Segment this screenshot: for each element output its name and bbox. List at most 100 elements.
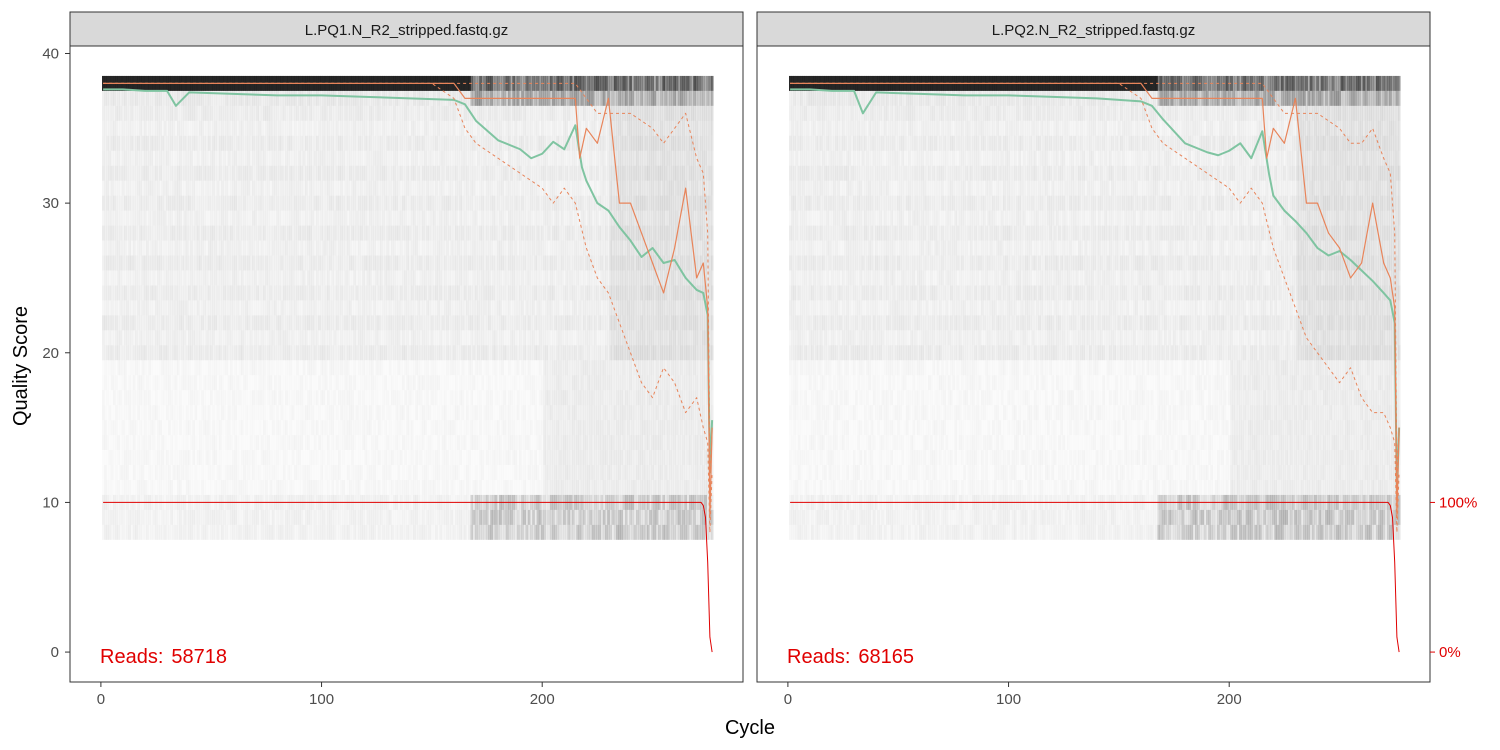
- heatmap-cell: [305, 524, 308, 540]
- heatmap-cell: [430, 255, 434, 271]
- heatmap-cell: [280, 405, 284, 421]
- heatmap-cell: [151, 450, 154, 465]
- heatmap-cell: [429, 450, 432, 465]
- heatmap-cell: [413, 345, 416, 361]
- heatmap-cell: [179, 360, 182, 375]
- heatmap-cell: [287, 135, 290, 151]
- heatmap-cell: [245, 165, 248, 181]
- heatmap-cell: [259, 405, 262, 420]
- heatmap-cell: [250, 375, 253, 390]
- heatmap-cell: [327, 195, 330, 211]
- heatmap-cell: [170, 315, 173, 331]
- heatmap-cell: [334, 270, 337, 285]
- heatmap-cell: [303, 435, 306, 450]
- heatmap-cell: [289, 300, 293, 316]
- heatmap-cell: [285, 420, 288, 436]
- heatmap-cell: [274, 165, 277, 181]
- heatmap-cell: [346, 270, 350, 286]
- heatmap-cell: [450, 195, 454, 211]
- heatmap-cell: [440, 450, 443, 465]
- heatmap-cell: [245, 150, 248, 166]
- heatmap-cell: [402, 524, 405, 540]
- heatmap-cell: [168, 480, 171, 495]
- heatmap-cell: [109, 420, 112, 435]
- heatmap-cell: [245, 524, 248, 540]
- heatmap-cell: [336, 390, 339, 405]
- heatmap-cell: [183, 165, 187, 181]
- heatmap-cell: [356, 450, 359, 465]
- heatmap-cell: [285, 255, 288, 271]
- heatmap-cell: [210, 405, 213, 420]
- heatmap-cell: [344, 180, 348, 196]
- heatmap-cell: [188, 450, 191, 466]
- heatmap-cell: [386, 330, 390, 346]
- heatmap-cell: [232, 420, 235, 435]
- heatmap-cell: [256, 270, 259, 285]
- heatmap-cell: [232, 90, 235, 106]
- heatmap-cell: [357, 180, 361, 196]
- heatmap-cell: [135, 360, 138, 375]
- heatmap-cell: [411, 465, 414, 480]
- heatmap-cell: [124, 345, 127, 361]
- heatmap-cell: [386, 120, 390, 136]
- heatmap-cell: [316, 405, 319, 420]
- heatmap-cell: [455, 270, 458, 286]
- heatmap-cell: [254, 450, 257, 465]
- heatmap-cell: [386, 524, 390, 540]
- heatmap-cell: [152, 225, 156, 241]
- heatmap-cell: [355, 315, 359, 331]
- heatmap-cell: [168, 195, 171, 211]
- heatmap-cell: [307, 165, 310, 181]
- heatmap-cell: [444, 480, 447, 495]
- heatmap-cell: [190, 360, 193, 375]
- heatmap-cell: [203, 225, 207, 241]
- heatmap-cell: [400, 360, 403, 375]
- heatmap-cell: [254, 330, 257, 346]
- heatmap-cell: [207, 300, 211, 316]
- heatmap-cell: [241, 150, 244, 166]
- heatmap-cell: [285, 480, 288, 495]
- heatmap-cell: [108, 285, 112, 301]
- heatmap-cell: [451, 375, 454, 390]
- heatmap-cell: [322, 180, 326, 196]
- heatmap-cell: [334, 405, 337, 420]
- heatmap-cell: [380, 105, 383, 121]
- heatmap-cell: [194, 150, 198, 166]
- heatmap-cell: [320, 345, 323, 361]
- heatmap-cell: [241, 120, 244, 136]
- heatmap-cell: [407, 435, 410, 450]
- heatmap-cell: [106, 240, 109, 256]
- heatmap-cell: [366, 285, 370, 301]
- heatmap-cell: [117, 345, 120, 361]
- heatmap-cell: [252, 300, 255, 315]
- heatmap-cell: [221, 360, 224, 375]
- heatmap-cell: [318, 345, 321, 361]
- heatmap-cell: [342, 225, 346, 241]
- heatmap-cell: [108, 210, 112, 226]
- heatmap-cell: [256, 390, 259, 405]
- heatmap-cell: [248, 360, 251, 375]
- heatmap-cell: [274, 300, 277, 316]
- heatmap-cell: [393, 210, 396, 226]
- heatmap-cell: [355, 210, 359, 226]
- heatmap-cell: [303, 390, 306, 405]
- heatmap-cell: [172, 135, 176, 151]
- heatmap-cell: [179, 330, 182, 346]
- heatmap-cell: [227, 270, 231, 286]
- heatmap-cell: [309, 465, 312, 480]
- heatmap-cell: [245, 300, 248, 316]
- heatmap-cell: [177, 120, 180, 136]
- heatmap-cell: [135, 195, 138, 211]
- heatmap-cell: [344, 270, 348, 286]
- heatmap-cell: [232, 270, 235, 286]
- heatmap-cell: [446, 509, 449, 525]
- heatmap-cell: [185, 270, 189, 286]
- heatmap-cell: [375, 345, 379, 361]
- heatmap-cell: [366, 240, 370, 256]
- heatmap-cell: [404, 300, 407, 316]
- heatmap-cell: [210, 135, 213, 151]
- heatmap-cell: [229, 120, 233, 136]
- heatmap-cell: [424, 150, 427, 166]
- heatmap-cell: [391, 524, 394, 540]
- heatmap-cell: [117, 120, 120, 136]
